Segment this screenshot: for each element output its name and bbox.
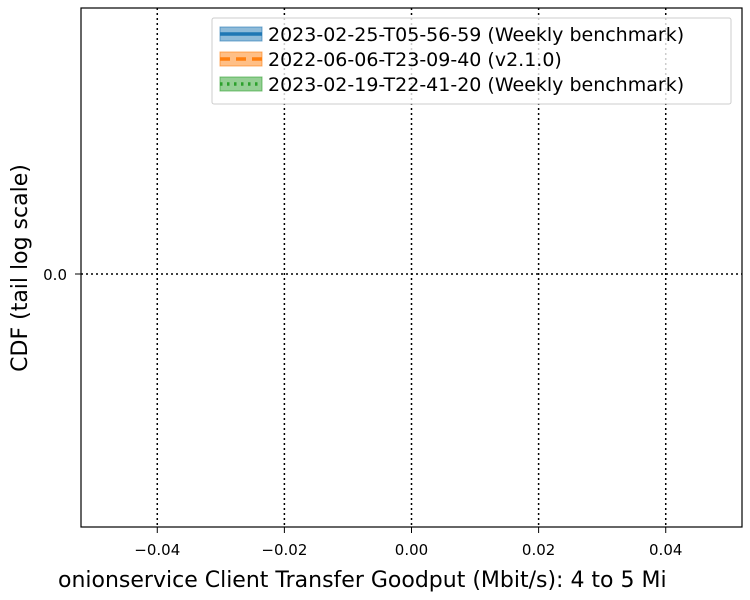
legend-entry: 2023-02-19-T22-41-20 (Weekly benchmark) <box>219 74 684 96</box>
x-tick-label: 0.00 <box>395 541 428 559</box>
legend-label: 2023-02-19-T22-41-20 (Weekly benchmark) <box>268 74 684 96</box>
x-tick-label: −0.02 <box>261 541 307 559</box>
x-tick-label: 0.02 <box>522 541 555 559</box>
y-tick-label: 0.0 <box>43 266 67 284</box>
legend: 2023-02-25-T05-56-59 (Weekly benchmark) 2… <box>211 17 732 105</box>
plot-area <box>80 7 743 528</box>
x-tick-label: 0.04 <box>649 541 682 559</box>
legend-box <box>211 17 732 105</box>
legend-label: 2022-06-06-T23-09-40 (v2.1.0) <box>268 49 562 71</box>
axis-ticks: −0.04 −0.02 0.00 0.02 0.04 0.0 <box>43 266 682 559</box>
x-tick-label: −0.04 <box>134 541 180 559</box>
legend-entry: 2022-06-06-T23-09-40 (v2.1.0) <box>219 49 562 71</box>
y-axis-label: CDF (tail log scale) <box>8 164 33 372</box>
x-axis-label: onionservice Client Transfer Goodput (Mb… <box>58 568 667 593</box>
legend-label: 2023-02-25-T05-56-59 (Weekly benchmark) <box>268 24 684 46</box>
legend-entry: 2023-02-25-T05-56-59 (Weekly benchmark) <box>219 24 684 46</box>
